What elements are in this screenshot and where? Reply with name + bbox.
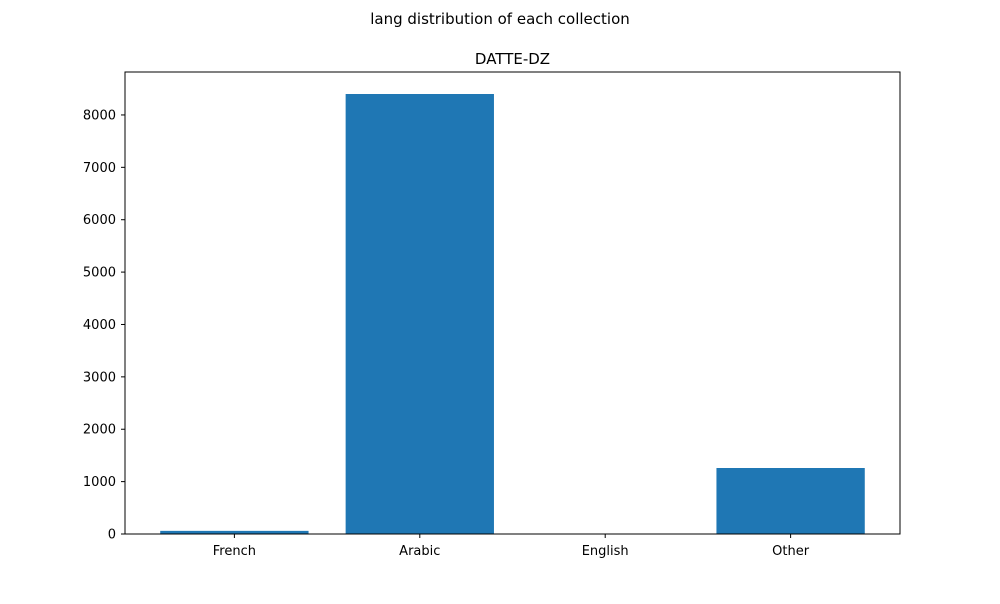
y-axis: 0 1000 2000 3000 4000 5000 6000 7000 8000 [83,108,125,543]
bars-layer [160,94,865,534]
chart-title: DATTE-DZ [475,50,550,68]
y-tick-label: 7000 [83,161,116,176]
bar-french [160,530,309,534]
x-tick-label: Other [772,544,810,559]
x-tick-label: Arabic [399,544,440,559]
y-tick-label: 3000 [83,370,116,385]
y-tick-label: 1000 [83,475,116,490]
figure-suptitle: lang distribution of each collection [370,10,630,28]
y-tick-label: 5000 [83,266,116,281]
y-tick-label: 8000 [83,108,116,123]
bar-other [716,468,865,534]
y-tick-label: 2000 [83,423,116,438]
y-tick-label: 0 [108,528,116,543]
y-tick-label: 4000 [83,318,116,333]
y-tick-label: 6000 [83,213,116,228]
bar-arabic [345,94,494,534]
x-tick-label: English [582,544,629,559]
x-tick-label: French [213,544,256,559]
plot-frame [124,71,901,535]
x-axis: French Arabic English Other [213,534,810,559]
